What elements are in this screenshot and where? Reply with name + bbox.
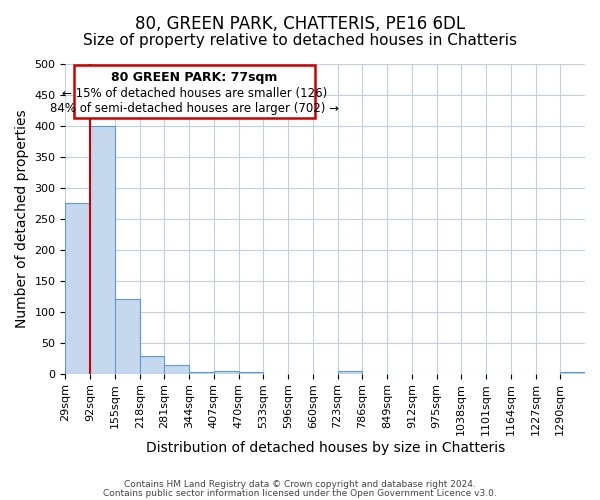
Bar xyxy=(214,370,239,374)
Text: 80, GREEN PARK, CHATTERIS, PE16 6DL: 80, GREEN PARK, CHATTERIS, PE16 6DL xyxy=(135,15,465,33)
Bar xyxy=(189,372,214,374)
Bar xyxy=(90,126,115,374)
Bar xyxy=(140,356,164,374)
Text: 84% of semi-detached houses are larger (702) →: 84% of semi-detached houses are larger (… xyxy=(50,102,339,115)
Text: Contains HM Land Registry data © Crown copyright and database right 2024.: Contains HM Land Registry data © Crown c… xyxy=(124,480,476,489)
Bar xyxy=(239,372,263,374)
Text: Size of property relative to detached houses in Chatteris: Size of property relative to detached ho… xyxy=(83,32,517,48)
Bar xyxy=(164,365,189,374)
Bar xyxy=(338,371,362,374)
Text: ← 15% of detached houses are smaller (126): ← 15% of detached houses are smaller (12… xyxy=(62,86,328,100)
Text: 80 GREEN PARK: 77sqm: 80 GREEN PARK: 77sqm xyxy=(112,72,278,85)
Y-axis label: Number of detached properties: Number of detached properties xyxy=(15,110,29,328)
FancyBboxPatch shape xyxy=(74,65,316,118)
Text: Contains public sector information licensed under the Open Government Licence v3: Contains public sector information licen… xyxy=(103,489,497,498)
Bar xyxy=(560,372,585,374)
X-axis label: Distribution of detached houses by size in Chatteris: Distribution of detached houses by size … xyxy=(146,441,505,455)
Bar xyxy=(65,204,90,374)
Bar xyxy=(115,300,140,374)
